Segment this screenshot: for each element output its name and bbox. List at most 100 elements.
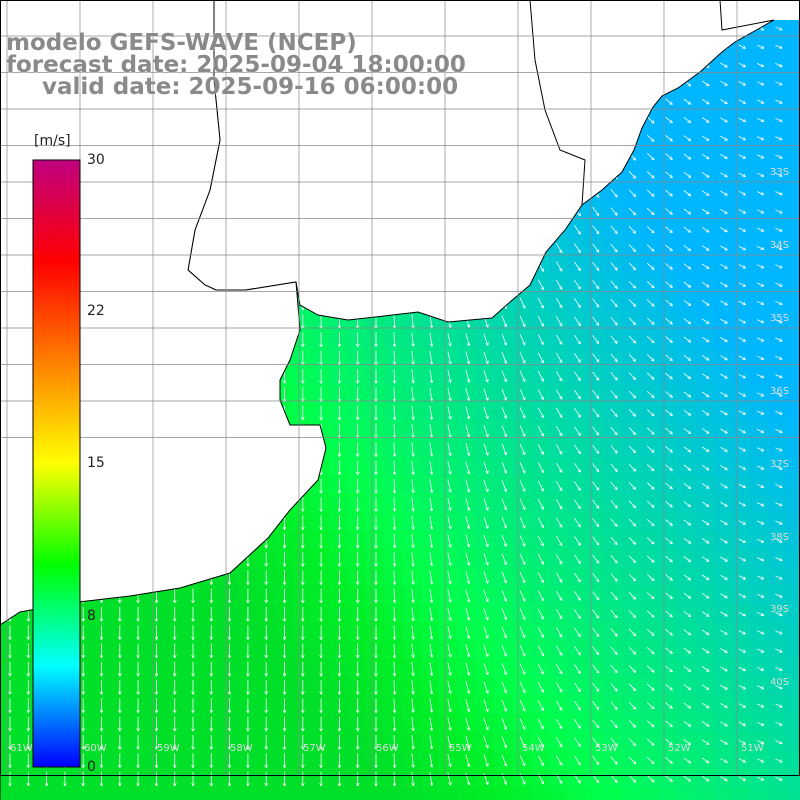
wind-cell — [219, 603, 239, 623]
wind-cell — [366, 384, 385, 404]
wind-cell — [347, 457, 367, 477]
wind-cell — [750, 786, 770, 800]
wind-cell — [219, 622, 239, 642]
lat-label-34s: 34S — [770, 240, 790, 251]
wind-cell — [439, 549, 459, 568]
wind-cell — [91, 658, 111, 678]
wind-cell — [311, 494, 330, 513]
wind-cell — [439, 402, 459, 422]
wind-cell — [439, 658, 459, 678]
wind-cell — [292, 567, 312, 587]
wind-cell — [311, 603, 330, 623]
lat-label-38s: 38S — [770, 532, 790, 543]
wind-cell — [237, 658, 257, 678]
wind-cell — [128, 677, 147, 696]
wind-cell — [420, 732, 440, 751]
wind-cell — [420, 530, 440, 550]
wind-cell — [402, 329, 422, 349]
wind-cell — [420, 677, 440, 696]
wind-cell — [366, 366, 385, 385]
wind-cell — [402, 677, 422, 696]
wind-cell — [439, 677, 459, 696]
wind-cell — [786, 18, 800, 38]
wind-cell — [347, 475, 367, 495]
lon-label-61w: 61W — [10, 743, 33, 754]
wind-cell — [494, 786, 513, 800]
wind-cell — [329, 640, 349, 660]
wind-cell — [201, 622, 221, 642]
wind-cell — [786, 768, 800, 788]
wind-cell — [347, 622, 367, 642]
wind-cell — [347, 329, 367, 349]
lat-label-36s: 36S — [770, 386, 790, 397]
wind-cell — [732, 786, 751, 800]
wind-cell — [786, 256, 800, 276]
wind-cell — [91, 713, 111, 733]
wind-cell — [439, 768, 459, 788]
lat-label-40s: 40S — [770, 677, 790, 688]
wind-cell — [146, 658, 166, 678]
wind-cell — [256, 549, 276, 568]
wind-cell — [201, 750, 221, 770]
wind-cell — [164, 640, 184, 660]
wind-cell — [311, 585, 330, 605]
wind-cell — [384, 622, 404, 642]
colorbar-gradient — [32, 159, 81, 768]
wind-cell — [713, 786, 733, 800]
wind-cell — [402, 549, 422, 568]
wind-cell — [786, 750, 800, 770]
wind-cell — [549, 786, 568, 800]
wind-cell — [439, 567, 459, 587]
wind-cell — [439, 530, 459, 550]
wind-cell — [384, 658, 404, 678]
wind-cell — [786, 274, 800, 294]
wind-cell — [329, 402, 349, 422]
wind-cell — [274, 732, 294, 751]
wind-cell — [329, 786, 349, 800]
wind-cell — [256, 713, 276, 733]
wind-cell — [384, 640, 404, 660]
wind-cell — [439, 420, 459, 440]
wind-cell — [91, 622, 111, 642]
wind-cell — [219, 713, 239, 733]
wind-cell — [384, 585, 404, 605]
wind-cell — [219, 658, 239, 678]
wind-cell — [109, 713, 129, 733]
wind-cell — [329, 475, 349, 495]
wind-cell — [201, 713, 221, 733]
wind-cell — [219, 677, 239, 696]
wind-cell — [329, 732, 349, 751]
wind-cell — [786, 512, 800, 532]
wind-cell — [109, 750, 129, 770]
wind-cell — [347, 640, 367, 660]
wind-cell — [219, 695, 239, 715]
wind-cell — [347, 402, 367, 422]
wind-cell — [329, 603, 349, 623]
wind-cell — [402, 585, 422, 605]
wind-cell — [786, 73, 800, 93]
wind-cell — [311, 622, 330, 642]
wind-cell — [347, 603, 367, 623]
wind-cell — [292, 658, 312, 678]
wind-cell — [329, 384, 349, 404]
wind-cell — [786, 494, 800, 513]
wind-cell — [439, 457, 459, 477]
wind-cell — [347, 439, 367, 459]
wind-cell — [420, 603, 440, 623]
wind-cell — [237, 768, 257, 788]
wind-cell — [347, 420, 367, 440]
wind-cell — [256, 677, 276, 696]
wind-cell — [274, 640, 294, 660]
wind-cell — [786, 183, 800, 202]
wind-cell — [36, 786, 56, 800]
wind-cell — [256, 603, 276, 623]
wind-cell — [128, 750, 147, 770]
wind-cell — [786, 695, 800, 715]
wind-cell — [622, 786, 642, 800]
wind-cell — [384, 713, 404, 733]
wind-cell — [311, 366, 330, 385]
wind-cell — [329, 585, 349, 605]
wind-cell — [292, 512, 312, 532]
wind-cell — [311, 640, 330, 660]
